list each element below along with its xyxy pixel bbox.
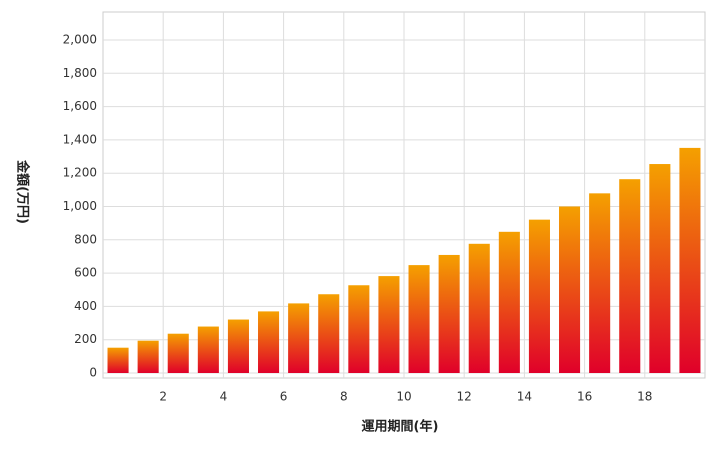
x-tick-label: 8: [340, 390, 348, 404]
bar: [288, 303, 310, 373]
bar: [227, 319, 249, 373]
y-tick-label: 400: [74, 299, 97, 313]
bar: [528, 219, 550, 373]
bar: [408, 265, 430, 373]
bar: [649, 164, 671, 373]
bar: [258, 311, 280, 373]
x-axis-title: 運用期間(年): [362, 419, 439, 435]
x-tick-label: 12: [457, 390, 472, 404]
y-tick-label: 2,000: [63, 33, 97, 47]
bar: [559, 206, 581, 373]
bar: [468, 243, 490, 373]
x-tick-label: 10: [396, 390, 411, 404]
y-tick-label: 1,400: [63, 132, 97, 146]
bar: [197, 326, 219, 373]
bar: [378, 276, 400, 373]
y-tick-label: 600: [74, 266, 97, 280]
y-tick-label: 1,200: [63, 166, 97, 180]
x-tick-label: 18: [637, 390, 652, 404]
y-axis-title: 金額(万円): [15, 159, 31, 224]
y-tick-label: 1,600: [63, 99, 97, 113]
bar: [137, 340, 159, 373]
bar: [589, 193, 611, 373]
x-tick-label: 16: [577, 390, 592, 404]
x-tick-label: 2: [159, 390, 167, 404]
x-tick-label: 6: [280, 390, 288, 404]
bar: [498, 231, 520, 373]
y-tick-label: 800: [74, 232, 97, 246]
bar: [318, 294, 340, 373]
bar: [679, 147, 701, 373]
y-tick-label: 200: [74, 332, 97, 346]
x-tick-label: 14: [517, 390, 532, 404]
y-tick-label: 1,800: [63, 66, 97, 80]
bar: [348, 285, 370, 373]
bar: [107, 347, 129, 373]
bar: [167, 333, 189, 373]
y-tick-label: 0: [89, 366, 97, 380]
bar: [619, 179, 641, 373]
bar: [438, 254, 460, 373]
x-tick-label: 4: [220, 390, 228, 404]
y-tick-label: 1,000: [63, 199, 97, 213]
